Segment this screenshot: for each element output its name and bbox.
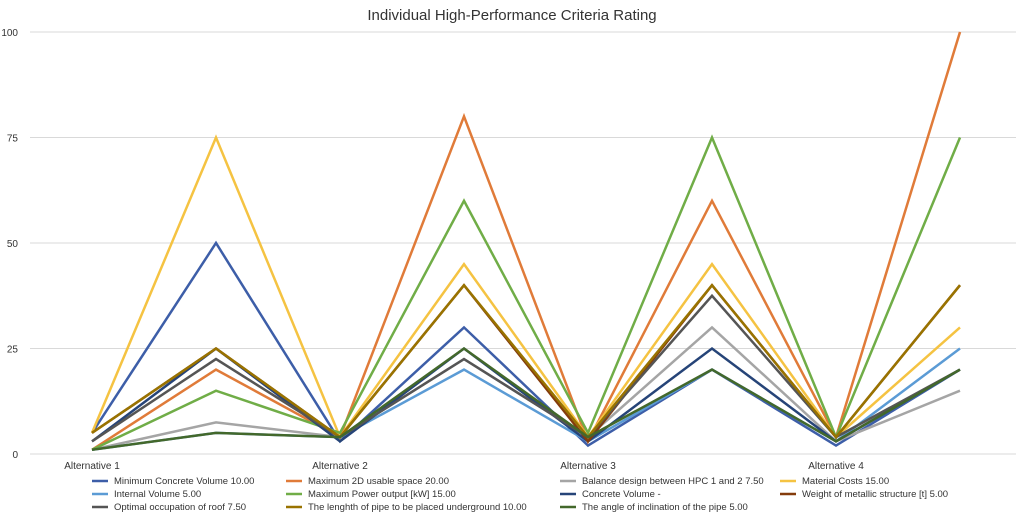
x-tick-label: Alternative 2 <box>312 461 368 472</box>
legend-item: Material Costs 15.00 <box>780 476 889 487</box>
x-tick-label: Alternative 3 <box>560 461 616 472</box>
series-line <box>91 31 962 451</box>
y-tick-label: 50 <box>7 239 19 250</box>
series-line <box>90 240 961 448</box>
x-axis-ticks: Alternative 1 Alternative 2 Alternative 3 A… <box>64 461 864 472</box>
legend-item: Concrete Volume - <box>560 489 661 500</box>
series-line <box>90 134 961 440</box>
legend-label: The angle of inclination of the pipe 5.0… <box>582 502 748 513</box>
grid <box>30 31 1016 455</box>
y-tick-label: 100 <box>1 28 18 39</box>
legend-label: Optimal occupation of roof 7.50 <box>114 502 246 513</box>
legend-label: Internal Volume 5.00 <box>114 489 201 500</box>
y-tick-label: 0 <box>12 450 18 461</box>
series-line <box>91 346 961 452</box>
legend-item: Weight of metallic structure [t] 5.00 <box>780 489 948 500</box>
legend-label: The lenghth of pipe to be placed undergr… <box>308 502 527 513</box>
x-tick-label: Alternative 1 <box>64 461 120 472</box>
series-line <box>91 283 961 440</box>
legend-item: Internal Volume 5.00 <box>92 489 201 500</box>
chart-title: Individual High-Performance Criteria Rat… <box>367 7 656 24</box>
series-line <box>91 134 962 451</box>
legend-item: The angle of inclination of the pipe 5.0… <box>560 502 748 513</box>
legend-label: Material Costs 15.00 <box>802 476 889 487</box>
y-tick-label: 25 <box>7 345 19 356</box>
legend-item: Balance design between HPC 1 and 2 7.50 <box>560 476 764 487</box>
legend-item: Minimum Concrete Volume 10.00 <box>92 476 254 487</box>
y-axis-ticks: 0 25 50 75 100 <box>1 28 18 461</box>
legend-label: Minimum Concrete Volume 10.00 <box>114 476 254 487</box>
y-tick-label: 75 <box>7 134 19 145</box>
legend-item: The lenghth of pipe to be placed undergr… <box>286 502 527 513</box>
legend-item: Optimal occupation of roof 7.50 <box>92 502 246 513</box>
legend-label: Concrete Volume - <box>582 489 661 500</box>
legend: Minimum Concrete Volume 10.00 Maximum 2D … <box>92 476 948 513</box>
legend-label: Maximum Power output [kW] 15.00 <box>308 489 456 500</box>
legend-item: Maximum 2D usable space 20.00 <box>286 476 449 487</box>
legend-item: Maximum Power output [kW] 15.00 <box>286 489 456 500</box>
legend-label: Balance design between HPC 1 and 2 7.50 <box>582 476 764 487</box>
legend-label: Weight of metallic structure [t] 5.00 <box>802 489 948 500</box>
legend-label: Maximum 2D usable space 20.00 <box>308 476 449 487</box>
series-lines <box>90 31 962 452</box>
x-tick-label: Alternative 4 <box>808 461 864 472</box>
